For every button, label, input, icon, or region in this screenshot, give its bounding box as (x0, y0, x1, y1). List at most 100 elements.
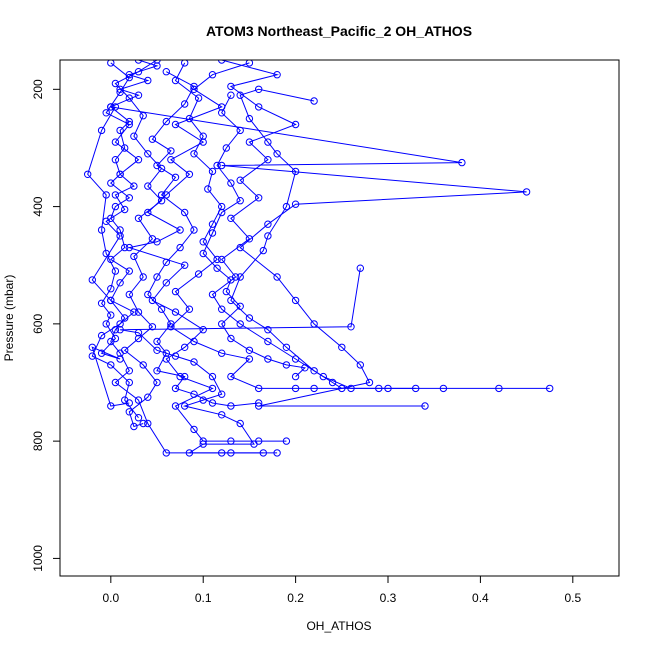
data-point (167, 147, 175, 155)
data-point (208, 384, 217, 393)
data-point (222, 144, 231, 152)
data-layer (84, 60, 554, 457)
data-point (107, 361, 115, 369)
data-point (97, 331, 106, 340)
data-point (162, 117, 171, 126)
data-point (134, 396, 143, 404)
data-point (111, 191, 120, 199)
data-point (111, 79, 120, 88)
data-point (190, 425, 198, 434)
data-point (227, 402, 235, 410)
data-point (139, 112, 147, 120)
data-point (495, 384, 503, 393)
data-point (227, 372, 235, 381)
data-point (213, 264, 221, 272)
data-point (185, 305, 194, 313)
data-point (134, 68, 143, 76)
data-point (282, 437, 291, 445)
data-point (134, 91, 143, 99)
data-point (273, 71, 281, 79)
data-point (167, 320, 175, 328)
series-line (110, 106, 527, 407)
x-tick-label: 0.5 (564, 591, 581, 605)
data-point (107, 179, 115, 187)
data-point (162, 68, 171, 76)
data-point (218, 109, 226, 117)
data-point (328, 378, 337, 387)
data-point (218, 349, 226, 357)
data-point (171, 76, 180, 85)
data-point (213, 161, 221, 170)
data-point (111, 334, 120, 343)
x-tick-label: 0.2 (287, 591, 304, 605)
data-point (116, 88, 124, 97)
data-point (162, 258, 171, 266)
data-point (88, 343, 97, 351)
series-line (91, 62, 140, 419)
data-point (421, 402, 429, 410)
data-point (181, 100, 189, 108)
data-point (264, 220, 272, 228)
data-point (102, 191, 110, 199)
data-point (259, 449, 267, 457)
data-point (365, 378, 374, 387)
data-point (347, 323, 355, 331)
data-point (218, 208, 226, 217)
data-point (130, 132, 138, 140)
data-point (97, 349, 106, 357)
series-line (230, 88, 343, 389)
data-point (194, 270, 203, 278)
y-tick-label: 200 (31, 79, 45, 99)
data-point (236, 126, 244, 135)
data-point (171, 287, 180, 296)
data-point (291, 167, 300, 176)
data-point (185, 114, 194, 123)
data-point (157, 305, 166, 313)
series-line (202, 94, 306, 377)
series-line (87, 106, 130, 407)
data-point (116, 232, 124, 240)
data-point (144, 290, 152, 299)
data-point (208, 220, 217, 228)
y-tick-label: 400 (31, 196, 45, 216)
data-point (107, 296, 115, 305)
data-point (264, 138, 272, 146)
data-point (199, 249, 207, 258)
data-point (199, 132, 207, 140)
data-point (167, 156, 175, 164)
data-point (291, 120, 300, 129)
data-point (319, 372, 327, 381)
data-point (107, 103, 115, 111)
data-point (264, 337, 272, 346)
data-point (121, 205, 129, 214)
data-point (227, 82, 235, 91)
data-point (264, 156, 272, 164)
x-tick-label: 0.4 (472, 591, 489, 605)
y-axis: 200 400 600 800 1000 (31, 79, 61, 572)
data-point (356, 264, 364, 272)
data-point (255, 399, 263, 407)
data-point (208, 290, 217, 299)
data-point (125, 120, 134, 129)
data-point (291, 372, 300, 381)
data-point (125, 267, 134, 275)
data-point (190, 337, 198, 346)
data-point (153, 60, 161, 64)
data-point (116, 320, 124, 328)
series-8 (88, 60, 143, 422)
data-point (218, 390, 226, 398)
data-point (264, 326, 272, 334)
data-point (97, 299, 106, 307)
data-point (236, 320, 244, 328)
data-point (356, 361, 364, 369)
data-point (227, 276, 235, 284)
data-point (148, 323, 157, 331)
x-tick-label: 0.0 (102, 591, 119, 605)
data-point (116, 226, 124, 234)
data-point (176, 243, 184, 252)
data-point (111, 267, 120, 275)
data-point (264, 355, 272, 363)
data-point (148, 235, 157, 243)
data-point (218, 60, 226, 64)
